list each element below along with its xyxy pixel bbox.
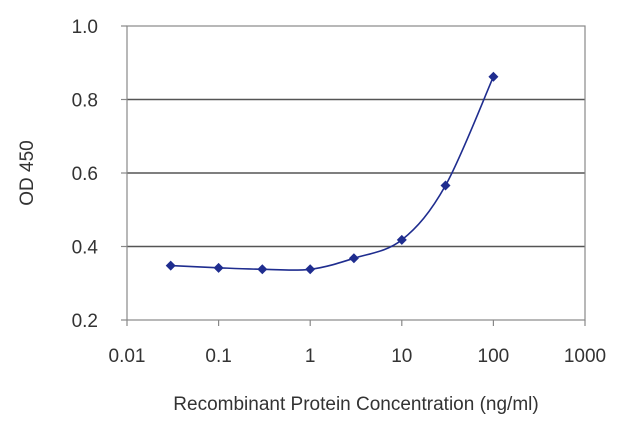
- y-tick-label: 0.8: [72, 91, 98, 112]
- x-axis-ticks: 0.01 0.1 1 10 100 1000: [109, 320, 606, 367]
- x-tick-label: 10: [391, 346, 412, 367]
- x-tick-label: 0.01: [109, 346, 146, 367]
- data-point: [213, 262, 224, 273]
- grid-lines: [127, 98, 585, 248]
- y-tick-label: 0.4: [72, 238, 99, 259]
- data-point: [488, 71, 499, 82]
- data-point: [348, 253, 359, 264]
- y-tick-label: 1.0: [72, 17, 98, 38]
- data-point: [165, 260, 176, 271]
- data-point: [305, 264, 316, 275]
- y-tick-label: 0.2: [72, 311, 98, 332]
- x-axis-title: Recombinant Protein Concentration (ng/ml…: [173, 394, 538, 415]
- y-axis-ticks: 0.2 0.4 0.6 0.8 1.0: [72, 17, 127, 332]
- y-axis-title: OD 450: [17, 140, 38, 205]
- y-tick-label: 0.6: [72, 164, 98, 185]
- x-tick-label: 100: [478, 346, 510, 367]
- data-point: [396, 234, 407, 245]
- x-tick-label: 0.1: [205, 346, 231, 367]
- x-tick-label: 1: [305, 346, 316, 367]
- data-point: [440, 180, 451, 191]
- data-point: [257, 264, 268, 275]
- data-points: [165, 71, 499, 275]
- x-tick-label: 1000: [564, 346, 606, 367]
